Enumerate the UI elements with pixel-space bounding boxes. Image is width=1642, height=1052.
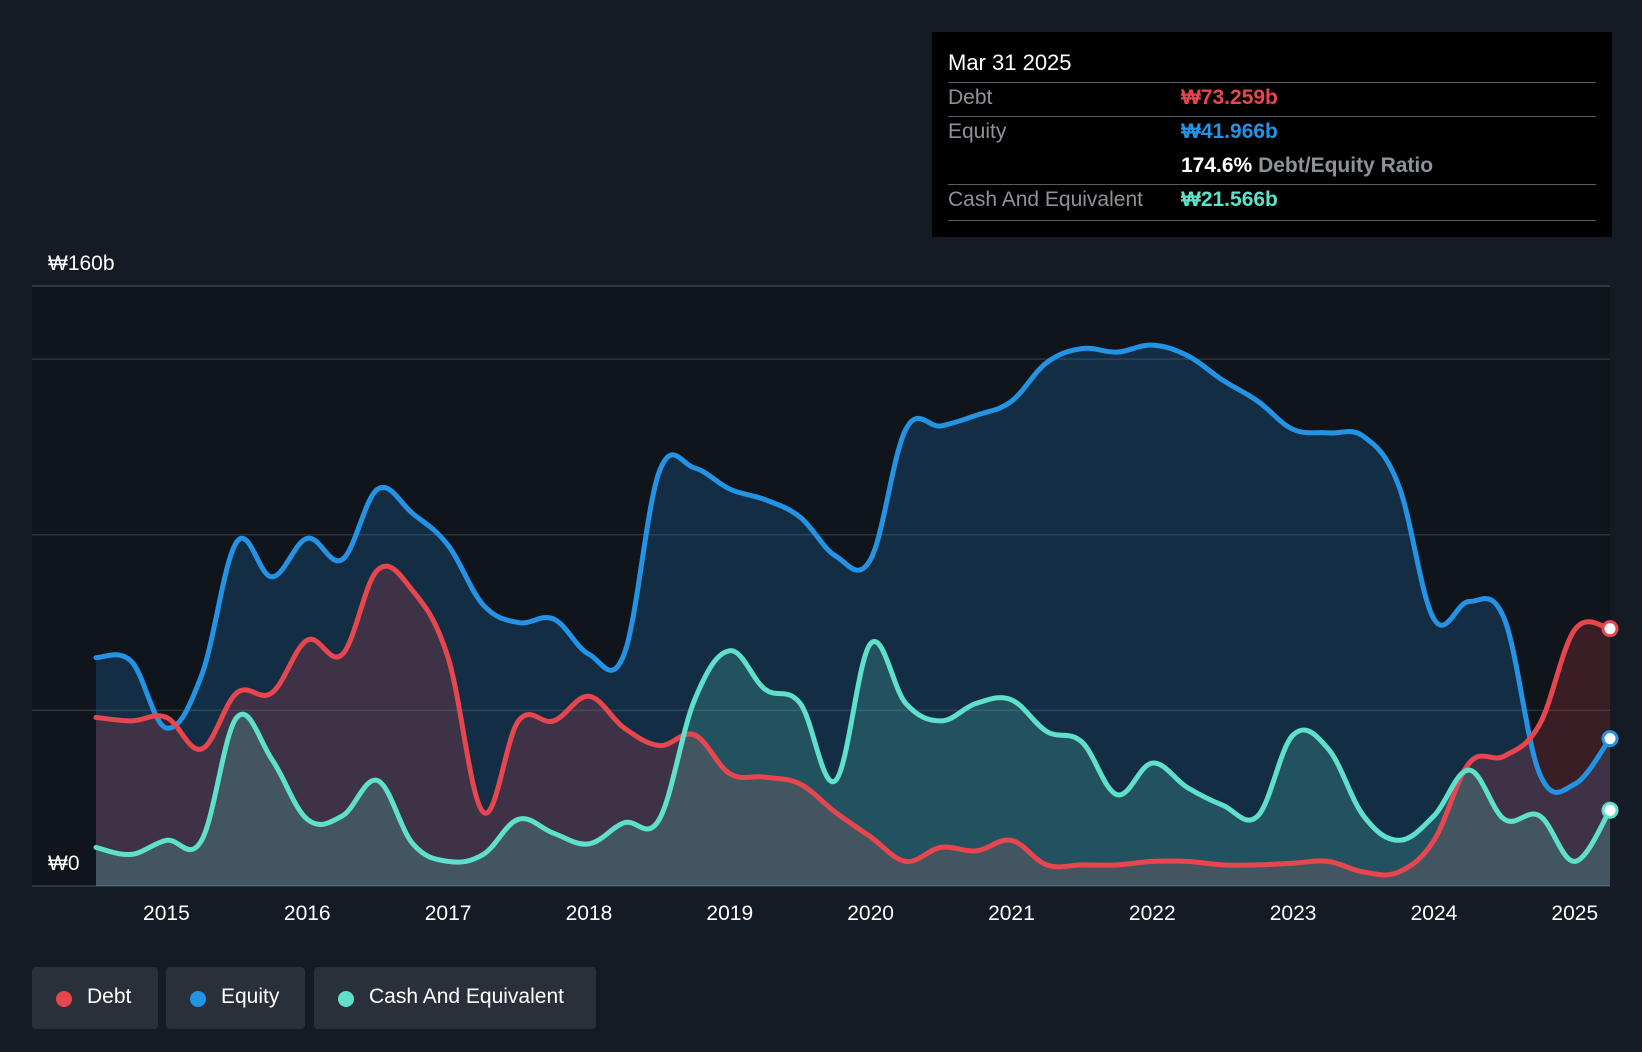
- x-tick-labels: 2015 2016 2017 2018 2019 2020 2021 2022 2023 2024…: [143, 902, 1598, 925]
- tooltip-divider: [948, 82, 1596, 83]
- equity-area: [96, 345, 1610, 886]
- x-tick-label: 2016: [284, 902, 331, 925]
- x-tick-label: 2022: [1129, 902, 1176, 925]
- tooltip-cash-label: Cash And Equivalent: [948, 188, 1143, 211]
- x-tick-label: 2025: [1551, 902, 1598, 925]
- y-tick-label-zero: ₩0: [48, 852, 80, 875]
- tooltip-equity-value: ₩41.966b: [1181, 120, 1278, 143]
- x-tick-label: 2021: [988, 902, 1035, 925]
- tooltip-divider: [948, 220, 1596, 221]
- x-tick-label: 2018: [566, 902, 613, 925]
- cash-line: [93, 639, 1613, 865]
- tooltip-date: Mar 31 2025: [948, 50, 1072, 75]
- tooltip-ratio-label: Debt/Equity Ratio: [1258, 154, 1434, 177]
- legend-label: Cash And Equivalent: [369, 985, 564, 1008]
- tooltip-debt-value: ₩73.259b: [1181, 86, 1278, 109]
- equity-end-point: [1601, 730, 1619, 748]
- tooltip-ratio-value: 174.6%: [1181, 154, 1253, 177]
- series-layer: [93, 342, 1619, 886]
- tooltip-divider: [948, 116, 1596, 117]
- x-tick-label: 2020: [847, 902, 894, 925]
- tooltip-ratio: 174.6% Debt/Equity Ratio: [1181, 154, 1433, 178]
- equity-dot-icon: [190, 991, 206, 1007]
- debt-area: [96, 566, 1610, 886]
- cash-area: [96, 641, 1610, 886]
- tooltip-divider: [948, 184, 1596, 185]
- tooltip-cash-value: ₩21.566b: [1181, 188, 1278, 211]
- tooltip-debt-label: Debt: [948, 86, 993, 109]
- x-tick-label: 2017: [425, 902, 472, 925]
- legend-label: Debt: [87, 985, 132, 1008]
- x-tick-label: 2015: [143, 902, 190, 925]
- debt-end-point: [1601, 620, 1619, 638]
- tooltip: Mar 31 2025 Debt ₩73.259b Equity ₩41.966…: [932, 32, 1612, 237]
- debt-dot-icon: [56, 991, 72, 1007]
- legend-item-cash[interactable]: Cash And Equivalent: [314, 967, 596, 1029]
- cash-end-point: [1601, 801, 1619, 819]
- x-tick-label: 2024: [1411, 902, 1458, 925]
- legend-item-equity[interactable]: Equity: [166, 967, 305, 1029]
- legend-item-debt[interactable]: Debt: [32, 967, 158, 1029]
- x-tick-label: 2023: [1270, 902, 1317, 925]
- tooltip-equity-label: Equity: [948, 120, 1007, 143]
- gridlines: [32, 358, 1610, 712]
- y-tick-label-max: ₩160b: [48, 252, 115, 275]
- debt-line: [93, 563, 1613, 878]
- equity-line: [93, 342, 1613, 795]
- y-tick-labels: ₩160b ₩0: [48, 252, 115, 875]
- cash-dot-icon: [338, 991, 354, 1007]
- legend-label: Equity: [221, 985, 280, 1008]
- x-tick-label: 2019: [706, 902, 753, 925]
